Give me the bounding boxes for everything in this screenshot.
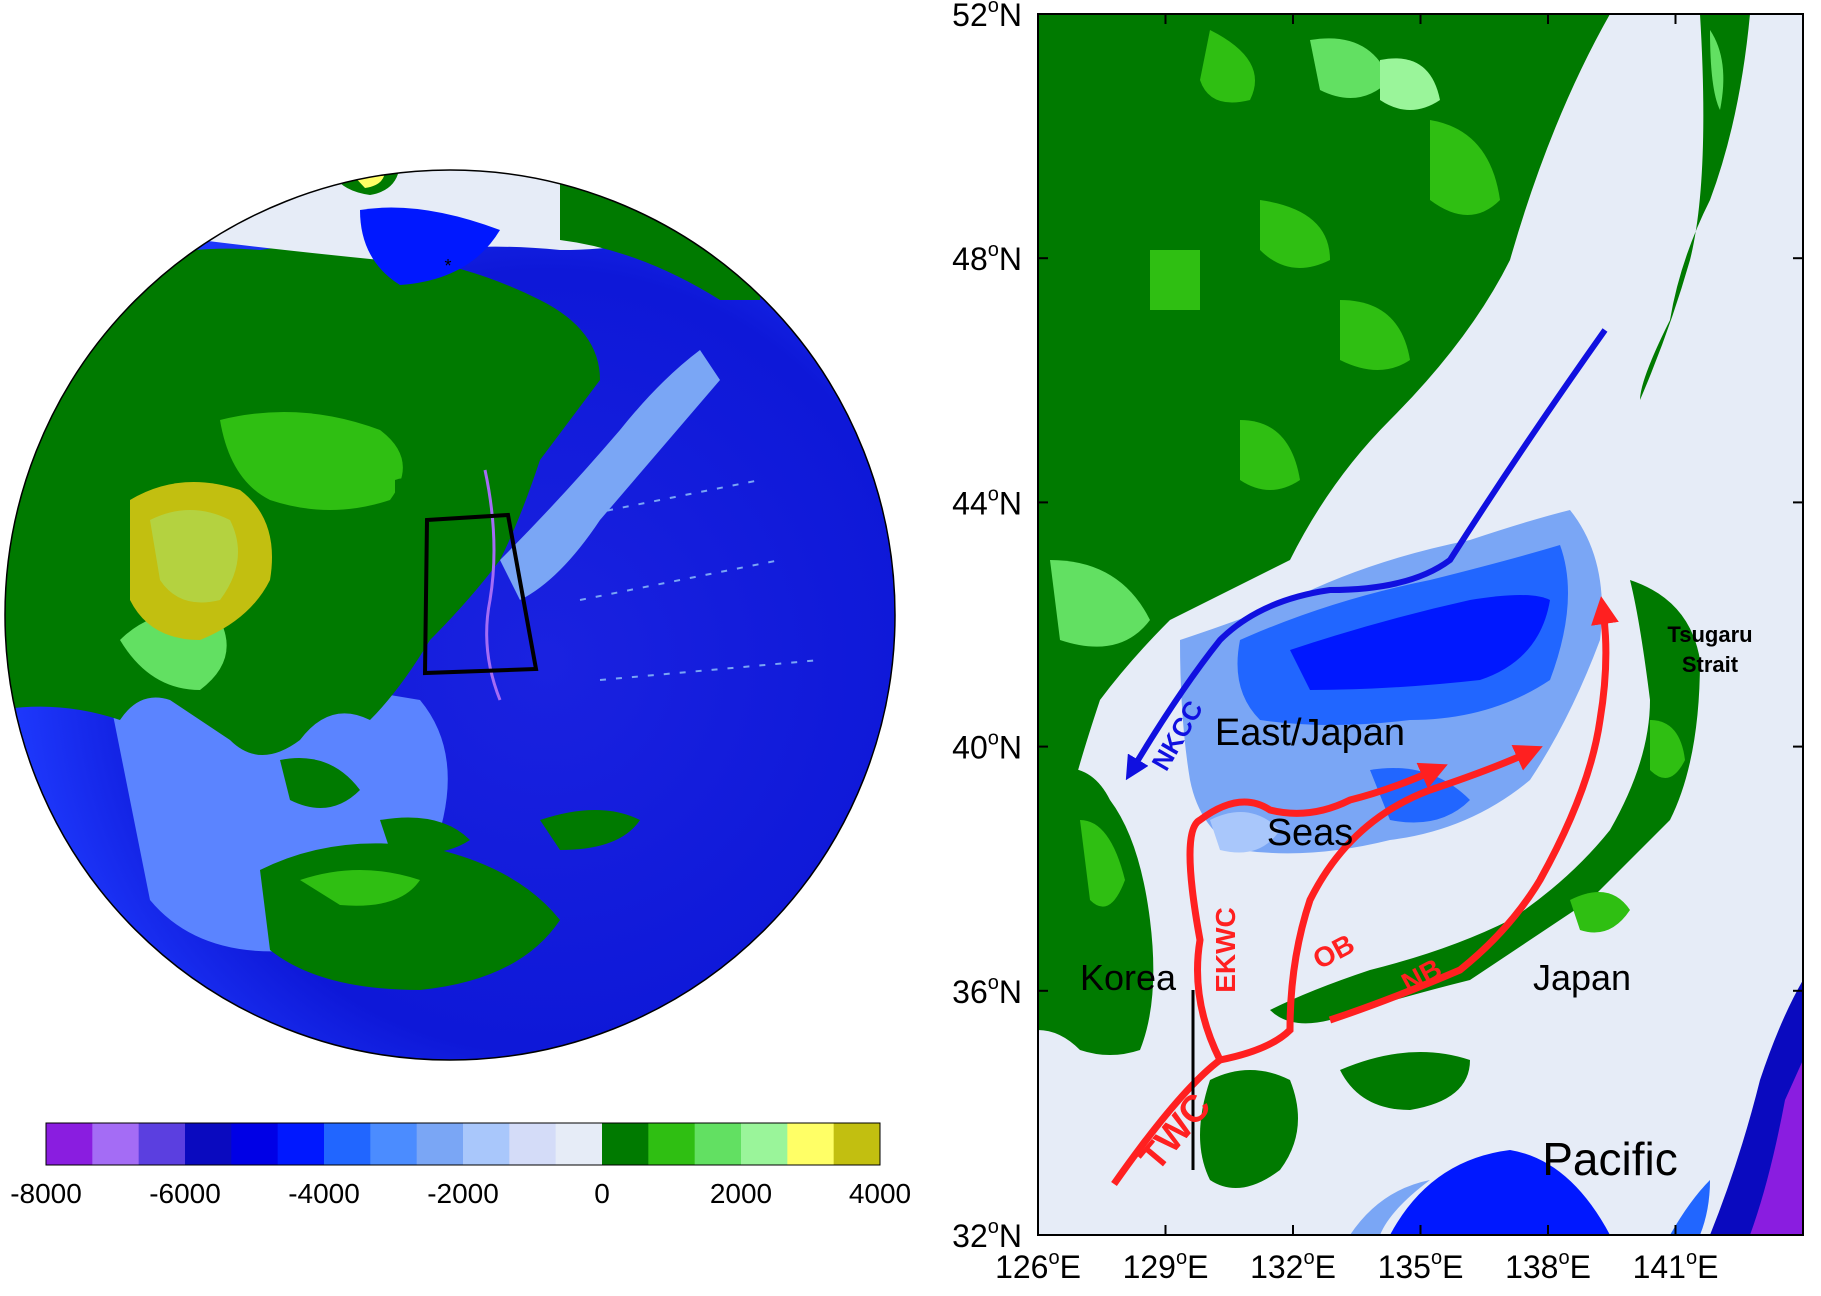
colorbar-tick-label: 0 (594, 1178, 610, 1209)
latitude-axis: 32oN 36oN 40oN 44oN 48oN 52oN (952, 0, 1803, 1254)
east-japan-label: East/Japan (1215, 712, 1405, 754)
nb-current-arrow (1328, 596, 1619, 1024)
regional-map-panel: 32oN 36oN 40oN 44oN 48oN 52oN 126oE 129oE 132oE… (910, 0, 1821, 1291)
study-area-box (422, 512, 539, 676)
colorbar-cell (787, 1123, 835, 1165)
lon-tick-label: 126oE (995, 1247, 1081, 1285)
seas-label: Seas (1267, 812, 1354, 854)
globe-panel: * -8000 -6000 -4000 -2000 0 2000 4000 (0, 0, 911, 1291)
colorbar-cell (138, 1123, 186, 1165)
colorbar-tick-label: 2000 (710, 1178, 772, 1209)
lat-tick-label: 32oN (952, 1216, 1022, 1254)
colorbar-cell (833, 1123, 881, 1165)
colorbar-cell (370, 1123, 418, 1165)
ekwc-current-arrow (1111, 762, 1448, 1187)
colorbar-cell (694, 1123, 742, 1165)
colorbar-tick-label: 4000 (849, 1178, 910, 1209)
colorbar-cell (185, 1123, 232, 1165)
ekwc-label: EKWC (1210, 907, 1241, 993)
colorbar-tick-label: -2000 (427, 1178, 499, 1209)
regional-map (1038, 14, 1803, 1235)
ob-current-arrow (1219, 744, 1543, 1064)
globe-map (5, 170, 895, 1060)
colorbar-tick-labels: -8000 -6000 -4000 -2000 0 2000 4000 (10, 1178, 911, 1209)
colorbar-cell (92, 1123, 140, 1165)
lat-tick-label: 40oN (952, 728, 1022, 766)
colorbar-cell (509, 1123, 557, 1165)
north-pole-marker: * (444, 256, 451, 276)
lon-tick-label: 135oE (1378, 1247, 1464, 1285)
colorbar-cell (277, 1123, 325, 1165)
korea-label: Korea (1080, 957, 1177, 998)
colorbar-cell (741, 1123, 788, 1165)
tsugaru-label: Tsugaru (1667, 622, 1752, 647)
colorbar-tick-label: -8000 (10, 1178, 82, 1209)
colorbar-cell (46, 1123, 93, 1165)
regional-map-svg: 32oN 36oN 40oN 44oN 48oN 52oN 126oE 129oE 132oE… (952, 0, 1804, 1285)
lat-tick-label: 48oN (952, 239, 1022, 277)
colorbar-cell (416, 1123, 464, 1165)
strait-label: Strait (1682, 652, 1739, 677)
colorbar-tick-label: -6000 (149, 1178, 221, 1209)
nkcc-current-arrow (1125, 328, 1608, 781)
colorbar-cell (602, 1123, 649, 1165)
colorbar-cell (324, 1123, 371, 1165)
colorbar-cell (463, 1123, 510, 1165)
colorbar (46, 1123, 881, 1165)
lat-tick-label: 52oN (952, 0, 1022, 33)
colorbar-cell (231, 1123, 279, 1165)
lat-tick-label: 36oN (952, 972, 1022, 1010)
globe-svg: * -8000 -6000 -4000 -2000 0 2000 4000 (4, 169, 911, 1209)
lon-tick-label: 129oE (1123, 1247, 1209, 1285)
colorbar-cell (555, 1123, 603, 1165)
pacific-label: Pacific (1542, 1133, 1677, 1185)
globe-outline (4, 169, 896, 1061)
lon-tick-label: 138oE (1505, 1247, 1591, 1285)
colorbar-cell (648, 1123, 696, 1165)
lat-tick-label: 44oN (952, 483, 1022, 521)
lon-tick-label: 132oE (1250, 1247, 1336, 1285)
colorbar-tick-label: -4000 (288, 1178, 360, 1209)
lon-tick-label: 141oE (1633, 1247, 1719, 1285)
colorbar-frame (45, 1122, 881, 1166)
japan-label: Japan (1533, 957, 1631, 998)
longitude-axis: 126oE 129oE 132oE 135oE 138oE 141oE (995, 14, 1718, 1285)
